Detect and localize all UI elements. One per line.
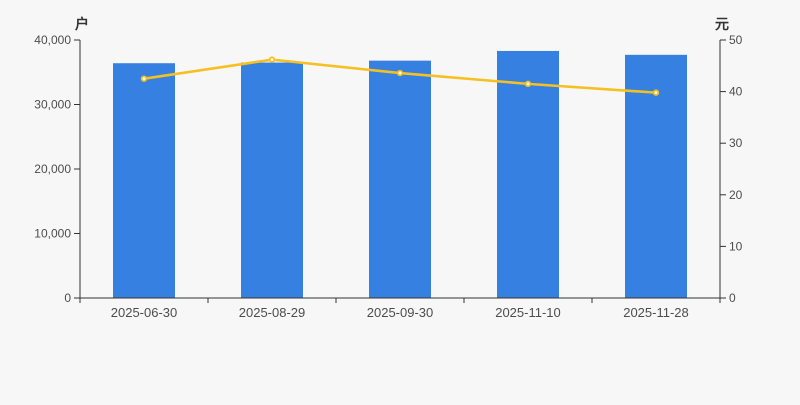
x-axis-category-label: 2025-09-30: [367, 305, 434, 320]
left-axis-tick-label: 20,000: [34, 162, 71, 176]
x-axis-category-label: 2025-11-10: [495, 305, 561, 320]
bar-2025-11-10[interactable]: [497, 50, 559, 299]
bar-2025-06-30[interactable]: [113, 63, 175, 298]
right-axis-tick-label: 40: [729, 85, 743, 99]
x-axis-category-label: 2025-06-30: [111, 305, 178, 320]
right-axis-tick-label: 10: [729, 239, 743, 253]
left-axis-unit-label: 户: [75, 16, 89, 32]
right-axis-tick-label: 20: [729, 188, 743, 202]
left-axis-tick-label: 10,000: [34, 227, 71, 241]
right-axis-tick-label: 50: [729, 33, 743, 47]
left-axis-tick-label: 40,000: [34, 33, 71, 47]
left-axis-tick-label: 30,000: [34, 98, 71, 112]
x-axis-category-label: 2025-08-29: [239, 305, 306, 320]
right-axis-tick-label: 0: [729, 291, 736, 305]
right-axis-tick-label: 30: [729, 136, 743, 150]
bar-2025-08-29[interactable]: [241, 62, 303, 299]
x-axis-category-label: 2025-11-28: [623, 305, 689, 320]
left-axis-tick-label: 0: [64, 291, 71, 305]
right-axis-unit-label: 元: [715, 16, 729, 32]
line-marker-2025-11-28[interactable]: [652, 89, 660, 96]
bar-2025-09-30[interactable]: [369, 60, 431, 298]
line-marker-2025-06-30[interactable]: [140, 75, 148, 82]
line-marker-2025-08-29[interactable]: [268, 56, 276, 63]
line-marker-2025-09-30[interactable]: [396, 69, 404, 77]
line-marker-2025-11-10[interactable]: [524, 80, 532, 88]
